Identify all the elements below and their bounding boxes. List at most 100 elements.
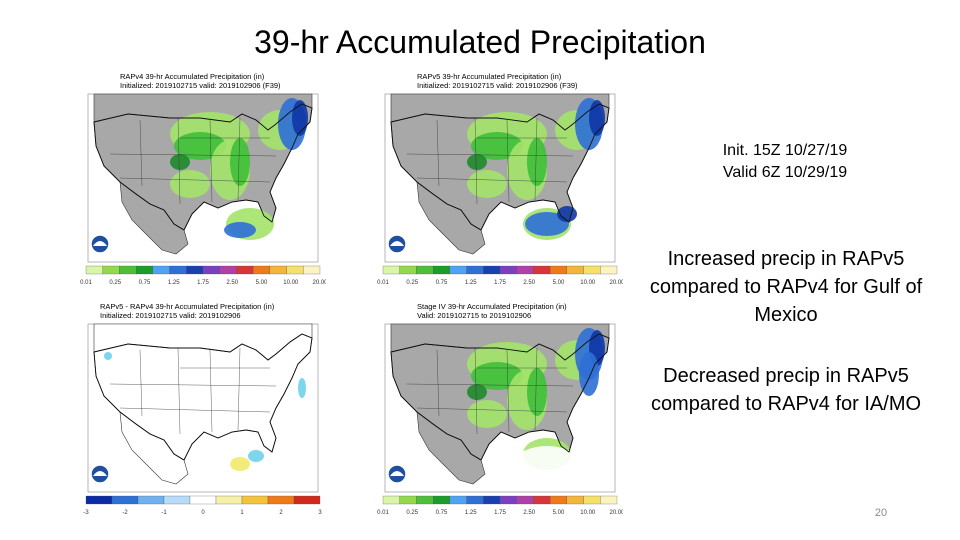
- colorbar-tick-label: 0.75: [139, 280, 151, 286]
- colorbar-segment: [286, 265, 304, 275]
- colorbar-segment: [499, 265, 517, 275]
- colorbar-segment: [269, 265, 287, 275]
- state-boundary: [109, 153, 277, 157]
- colorbar-segment: [236, 265, 254, 275]
- colorbar-segment: [102, 265, 120, 275]
- precip-area: [517, 446, 577, 474]
- state-boundary: [474, 117, 478, 205]
- map-header-line-1: RAPv4 39-hr Accumulated Precipitation (i…: [120, 72, 265, 81]
- map-figure: RAPv5 - RAPv4 39-hr Accumulated Precipit…: [83, 302, 322, 516]
- state-boundary: [436, 349, 440, 417]
- state-boundary: [416, 177, 568, 183]
- state-boundary: [209, 349, 213, 433]
- state-boundary: [109, 383, 277, 387]
- precip-area: [230, 138, 250, 186]
- colorbar-segment: [566, 495, 584, 505]
- colorbar-segment: [163, 495, 191, 505]
- map-panel-rapv5: RAPv5 39-hr Accumulated Precipitation (i…: [377, 70, 623, 290]
- precip-area: [170, 154, 190, 170]
- map-figure: RAPv5 39-hr Accumulated Precipitation (i…: [377, 72, 623, 286]
- precip-increase-area: [298, 378, 306, 398]
- colorbar-tick-label: 20.00: [312, 280, 326, 286]
- colorbar-segment: [85, 265, 103, 275]
- map-panel-difference: RAPv5 - RAPv4 39-hr Accumulated Precipit…: [80, 300, 326, 520]
- colorbar-tick-label: 1.25: [168, 280, 180, 286]
- colorbar-segment: [483, 495, 501, 505]
- colorbar-segment: [252, 265, 271, 275]
- precip-area: [224, 222, 256, 238]
- colorbar-tick-label: 0: [201, 510, 205, 516]
- colorbar-segment: [135, 265, 154, 275]
- colorbar-tick-label: 10.00: [580, 510, 596, 516]
- noaa-logo: [90, 464, 110, 484]
- map-figure: Stage IV 39-hr Accumulated Precipitation…: [377, 302, 623, 516]
- colorbar-segment: [600, 495, 618, 505]
- colorbar-tick-label: 1.75: [494, 510, 506, 516]
- decreased-precip-note: Decreased precip in RAPv5 compared to RA…: [650, 365, 922, 415]
- colorbar-tick-label: -1: [161, 510, 167, 516]
- precip-increase-area: [248, 450, 264, 462]
- colorbar-segment: [432, 265, 451, 275]
- state-boundary: [119, 177, 271, 183]
- noaa-logo: [387, 464, 407, 484]
- colorbar-segment: [583, 495, 601, 505]
- slide-title: 39-hr Accumulated Precipitation: [254, 24, 706, 60]
- precip-area: [579, 352, 599, 396]
- colorbar-tick-label: 0.01: [80, 280, 92, 286]
- slide-number: 20: [874, 507, 888, 519]
- colorbar-tick-label: 0.25: [406, 280, 418, 286]
- colorbar-tick-label: 0.75: [436, 280, 448, 286]
- state-boundary: [119, 407, 271, 413]
- map-header-line-1: Stage IV 39-hr Accumulated Precipitation…: [417, 302, 567, 311]
- precip-area: [292, 100, 308, 136]
- colorbar-segment: [416, 495, 434, 505]
- colorbar-tick-label: 0.01: [377, 280, 389, 286]
- colorbar-segment: [111, 495, 139, 505]
- colorbar-segment: [215, 495, 243, 505]
- map-panel-stage-iv: Stage IV 39-hr Accumulated Precipitation…: [377, 300, 623, 520]
- colorbar-tick-label: 1.75: [197, 280, 209, 286]
- colorbar-segment: [189, 495, 217, 505]
- colorbar-segment: [600, 265, 618, 275]
- colorbar-segment: [516, 265, 534, 275]
- colorbar-segment: [186, 265, 204, 275]
- precip-increase-area: [104, 352, 112, 360]
- state-boundary: [406, 383, 574, 387]
- colorbar-segment: [382, 495, 400, 505]
- colorbar-segment: [583, 265, 601, 275]
- colorbar-segment: [549, 265, 568, 275]
- colorbar-segment: [516, 495, 534, 505]
- colorbar-tick-label: 2: [279, 510, 283, 516]
- colorbar-segment: [152, 265, 170, 275]
- colorbar-tick-label: 20.00: [609, 510, 623, 516]
- colorbar-segment: [119, 265, 137, 275]
- state-boundary: [406, 153, 574, 157]
- map-panel-rapv4: RAPv4 39-hr Accumulated Precipitation (i…: [80, 70, 326, 290]
- valid-line: Valid 6Z 10/29/19: [722, 164, 848, 181]
- colorbar-tick-label: 5.00: [553, 510, 565, 516]
- colorbar-segment: [466, 495, 484, 505]
- colorbar-tick-label: 5.00: [553, 280, 565, 286]
- precip-area: [170, 170, 210, 198]
- map-header-line-2: Valid: 2019102715 to 2019102906: [417, 311, 531, 320]
- colorbar-tick-label: 10.00: [283, 280, 299, 286]
- coastline: [390, 333, 610, 461]
- map-header-line-1: RAPv5 - RAPv4 39-hr Accumulated Precipit…: [100, 302, 275, 311]
- colorbar-segment: [533, 265, 551, 275]
- colorbar-segment: [466, 265, 484, 275]
- colorbar-segment: [293, 495, 321, 505]
- colorbar-tick-label: 0.75: [436, 510, 448, 516]
- colorbar-segment: [533, 495, 551, 505]
- state-boundary: [209, 119, 213, 203]
- state-boundary: [237, 347, 241, 431]
- precip-area: [471, 362, 523, 390]
- colorbar-segment: [549, 495, 568, 505]
- coastline: [390, 103, 610, 231]
- colorbar-tick-label: 0.25: [109, 280, 121, 286]
- coastline: [93, 333, 313, 461]
- precip-decrease-area: [230, 457, 250, 471]
- map-header-line-2: Initialized: 2019102715 valid: 201910290…: [120, 81, 281, 90]
- colorbar-segment: [399, 265, 417, 275]
- colorbar-tick-label: 0.01: [377, 510, 389, 516]
- colorbar-tick-label: 1.75: [494, 280, 506, 286]
